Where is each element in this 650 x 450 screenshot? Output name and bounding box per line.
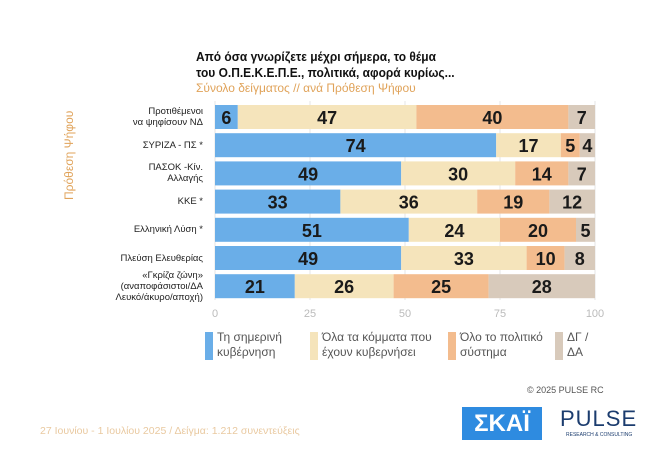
legend-swatch (448, 332, 456, 360)
bar-segment (568, 105, 595, 129)
bar-segment (526, 246, 565, 270)
copyright: © 2025 PULSE RC (527, 385, 604, 395)
category-label: Πλεύση Ελευθερίας (120, 252, 203, 264)
category-label: ΠΑΣΟΚ -Κίν. Αλλαγής (148, 162, 203, 185)
bar-segment (215, 189, 341, 214)
bar-segment (393, 274, 489, 299)
data-label: 28 (532, 277, 552, 297)
legend-swatch (555, 332, 563, 360)
footer-note: 27 Ιουνίου - 1 Ιουλίου 2025 / Δείγμα: 1.… (40, 425, 300, 437)
data-label: 17 (518, 136, 538, 156)
x-tick-label: 50 (399, 308, 411, 320)
data-label: 10 (536, 249, 556, 269)
data-label: 12 (562, 193, 582, 213)
category-label: Ελληνική Λύση * (133, 224, 203, 236)
legend-swatch (310, 332, 318, 360)
data-label: 7 (577, 164, 587, 184)
data-label: 25 (431, 277, 451, 297)
bar-segment (515, 161, 569, 186)
data-label: 36 (399, 193, 419, 213)
bar-segment (340, 189, 478, 214)
bar-segment (294, 274, 394, 299)
legend-swatch (205, 332, 213, 360)
bar-segment (408, 217, 500, 242)
bar-segment (477, 189, 550, 214)
legend-item: ΔΓ / ΔΑ (555, 330, 588, 360)
bar-segment (215, 133, 497, 158)
bar-segment (215, 246, 402, 270)
skai-logo: ΣΚΑΪ (462, 407, 542, 440)
data-label: 51 (302, 221, 322, 241)
data-label: 5 (565, 136, 575, 156)
x-tick-label: 100 (586, 308, 604, 320)
pulse-logo: PULSE (560, 406, 638, 431)
data-label: 33 (268, 193, 288, 213)
legend-item: Όλο το πολιτικό σύστημα (448, 330, 543, 360)
x-tick-label: 75 (494, 308, 506, 320)
data-label: 20 (528, 221, 548, 241)
data-label: 6 (221, 108, 231, 128)
chart-title: Από όσα γνωρίζετε μέχρι σήμερα, το θέμα … (196, 49, 455, 81)
title-line: Από όσα γνωρίζετε μέχρι σήμερα, το θέμα (196, 49, 436, 64)
bar-segment (416, 105, 569, 129)
bar-segment (215, 161, 402, 186)
data-label: 14 (532, 164, 552, 184)
bar-segment (568, 161, 595, 186)
data-label: 49 (298, 164, 318, 184)
bar-segment (215, 105, 238, 129)
x-tick-label: 25 (304, 308, 316, 320)
bar-segment (237, 105, 417, 129)
bar-segment (549, 189, 595, 214)
bar-segment (560, 133, 580, 158)
data-label: 19 (503, 193, 523, 213)
data-label: 33 (454, 249, 474, 269)
data-label: 8 (575, 249, 585, 269)
data-label: 21 (245, 277, 265, 297)
category-label: ΚΚΕ * (177, 196, 203, 208)
data-label: 49 (298, 249, 318, 269)
x-tick-label: 0 (212, 308, 218, 320)
category-label: ΣΥΡΙΖΑ - ΠΣ * (142, 139, 203, 151)
bar-segment (496, 133, 561, 158)
bar-segment (500, 217, 576, 242)
data-label: 40 (482, 108, 502, 128)
bar-segment (576, 217, 595, 242)
bar-segment (401, 246, 527, 270)
bar-segment (215, 217, 409, 242)
data-label: 7 (577, 108, 587, 128)
bar-segment (401, 161, 516, 186)
bar-segment (488, 274, 595, 299)
data-label: 4 (582, 136, 592, 156)
bar-segment (564, 246, 595, 270)
data-label: 30 (448, 164, 468, 184)
data-label: 5 (580, 221, 590, 241)
legend-item: Όλα τα κόμματα που έχουν κυβερνήσει (310, 330, 432, 360)
category-label: Προτιθέμενοι να ψηφίσουν ΝΔ (132, 106, 203, 128)
category-label: «Γκρίζα ζώνη» (αναποφάσιστοι/ΔΑ Λευκό/άκυρ… (115, 269, 203, 303)
legend-item: Τη σημερινή κυβέρνηση (205, 330, 282, 360)
data-label: 24 (444, 221, 464, 241)
title-line: του Ο.Π.Ε.Κ.Ε.Π.Ε., πολιτικά, αφορά κυρί… (196, 65, 455, 80)
data-label: 26 (334, 277, 354, 297)
bar-segment (215, 274, 295, 299)
data-label: 47 (317, 108, 337, 128)
data-label: 74 (346, 136, 366, 156)
pulse-logo-sub: RESEARCH & CONSULTING (566, 432, 633, 438)
chart-subtitle: Σύνολο δείγματος // ανά Πρόθεση Ψήφου (196, 81, 416, 95)
bar-segment (579, 133, 595, 158)
